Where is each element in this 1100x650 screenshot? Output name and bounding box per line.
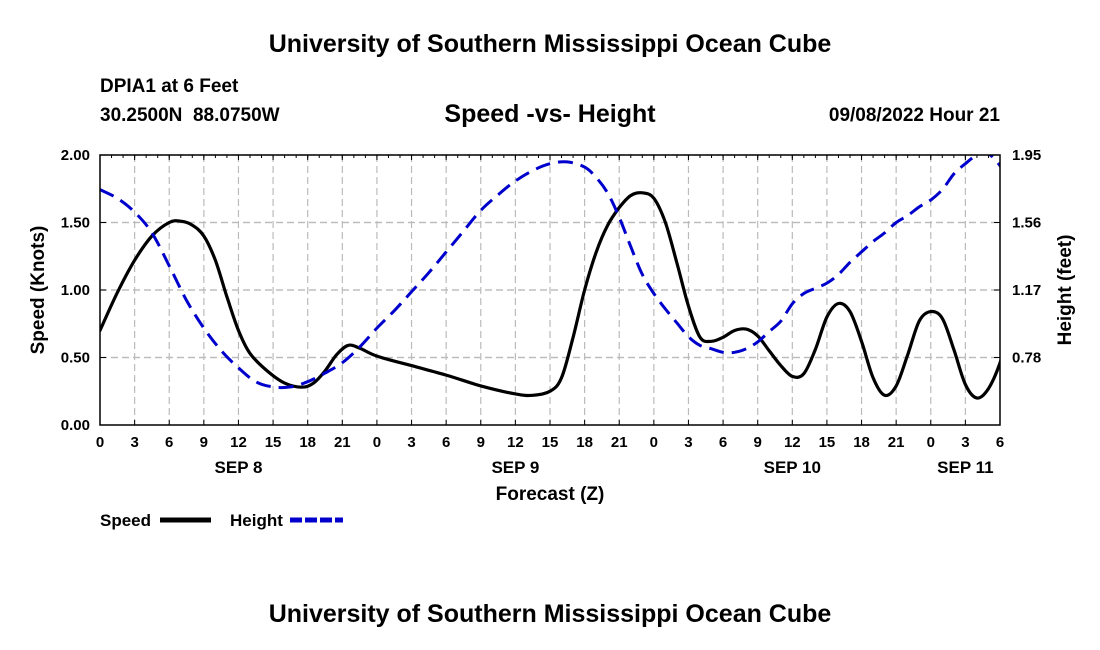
x-tick-label: 0 — [650, 434, 658, 451]
y-tick-label: 0.50 — [61, 350, 90, 367]
x-tick-labels: 0 3 6 9 12 15 18 21 0 3 6 9 12 15 18 21 0 3 6 9 12 15 18 21 0 3 6 — [96, 434, 1004, 451]
chart-title: Speed -vs- Height — [444, 100, 656, 128]
y2-tick-labels: 0.78 1.17 1.56 1.95 — [1012, 147, 1041, 367]
x-tick-label: 6 — [442, 434, 450, 451]
x-tick-label: 9 — [754, 434, 762, 451]
x-tick-label: 9 — [200, 434, 208, 451]
legend-speed-label: Speed — [100, 511, 151, 530]
y-tick-label: 1.00 — [61, 282, 90, 299]
station-name: DPIA1 at 6 Feet — [100, 76, 239, 97]
page-title: University of Southern Mississippi Ocean… — [268, 30, 832, 58]
y-tick-label: 2.00 — [61, 147, 90, 164]
x-tick-label: 6 — [165, 434, 173, 451]
x-tick-label: 12 — [230, 434, 247, 451]
x-axis-label: Forecast (Z) — [496, 484, 605, 505]
x-tick-label: 15 — [819, 434, 836, 451]
y-tick-label: 0.00 — [61, 417, 90, 434]
day-label: SEP 8 — [215, 458, 263, 477]
forecast-datetime: 09/08/2022 Hour 21 — [828, 105, 1000, 126]
x-tick-label: 21 — [888, 434, 905, 451]
y2-axis-label: Height (feet) — [1055, 235, 1076, 346]
x-tick-label: 12 — [784, 434, 801, 451]
day-label: SEP 9 — [491, 458, 539, 477]
y-tick-labels: 0.00 0.50 1.00 1.50 2.00 — [61, 147, 90, 434]
day-label: SEP 11 — [937, 458, 993, 477]
y2-tick-label: 1.17 — [1012, 282, 1041, 299]
y-axis-label: Speed (Knots) — [28, 226, 49, 355]
plot-frame — [99, 154, 1001, 426]
y2-tick-label: 1.56 — [1012, 215, 1041, 232]
x-tick-label: 0 — [927, 434, 935, 451]
x-tick-label: 6 — [719, 434, 727, 451]
x-tick-label: 0 — [373, 434, 381, 451]
legend-height-label: Height — [230, 511, 283, 530]
x-tick-label: 3 — [684, 434, 692, 451]
x-tick-label: 15 — [542, 434, 559, 451]
legend: Speed Height — [100, 511, 343, 530]
x-tick-label: 21 — [334, 434, 351, 451]
grid-lines — [100, 154, 1000, 425]
x-tick-label: 6 — [996, 434, 1004, 451]
x-tick-label: 21 — [611, 434, 628, 451]
y-tick-label: 1.50 — [61, 215, 90, 232]
x-tick-label: 18 — [576, 434, 593, 451]
x-tick-label: 9 — [477, 434, 485, 451]
x-tick-label: 3 — [961, 434, 969, 451]
x-tick-label: 15 — [265, 434, 282, 451]
x-tick-label: 12 — [507, 434, 524, 451]
speed-series-line — [100, 191, 1000, 400]
footer-title: University of Southern Mississippi Ocean… — [268, 600, 832, 628]
day-labels: SEP 8 SEP 9 SEP 10 SEP 11 — [215, 458, 994, 477]
height-series-line — [100, 155, 1000, 390]
y2-tick-label: 1.95 — [1012, 147, 1041, 164]
station-coordinates: 30.2500N 88.0750W — [100, 105, 280, 126]
x-tick-label: 18 — [299, 434, 316, 451]
y2-tick-label: 0.78 — [1012, 350, 1041, 367]
x-tick-label: 3 — [407, 434, 415, 451]
day-label: SEP 10 — [764, 458, 821, 477]
x-tick-label: 0 — [96, 434, 104, 451]
x-tick-label: 3 — [130, 434, 138, 451]
x-tick-label: 18 — [853, 434, 870, 451]
